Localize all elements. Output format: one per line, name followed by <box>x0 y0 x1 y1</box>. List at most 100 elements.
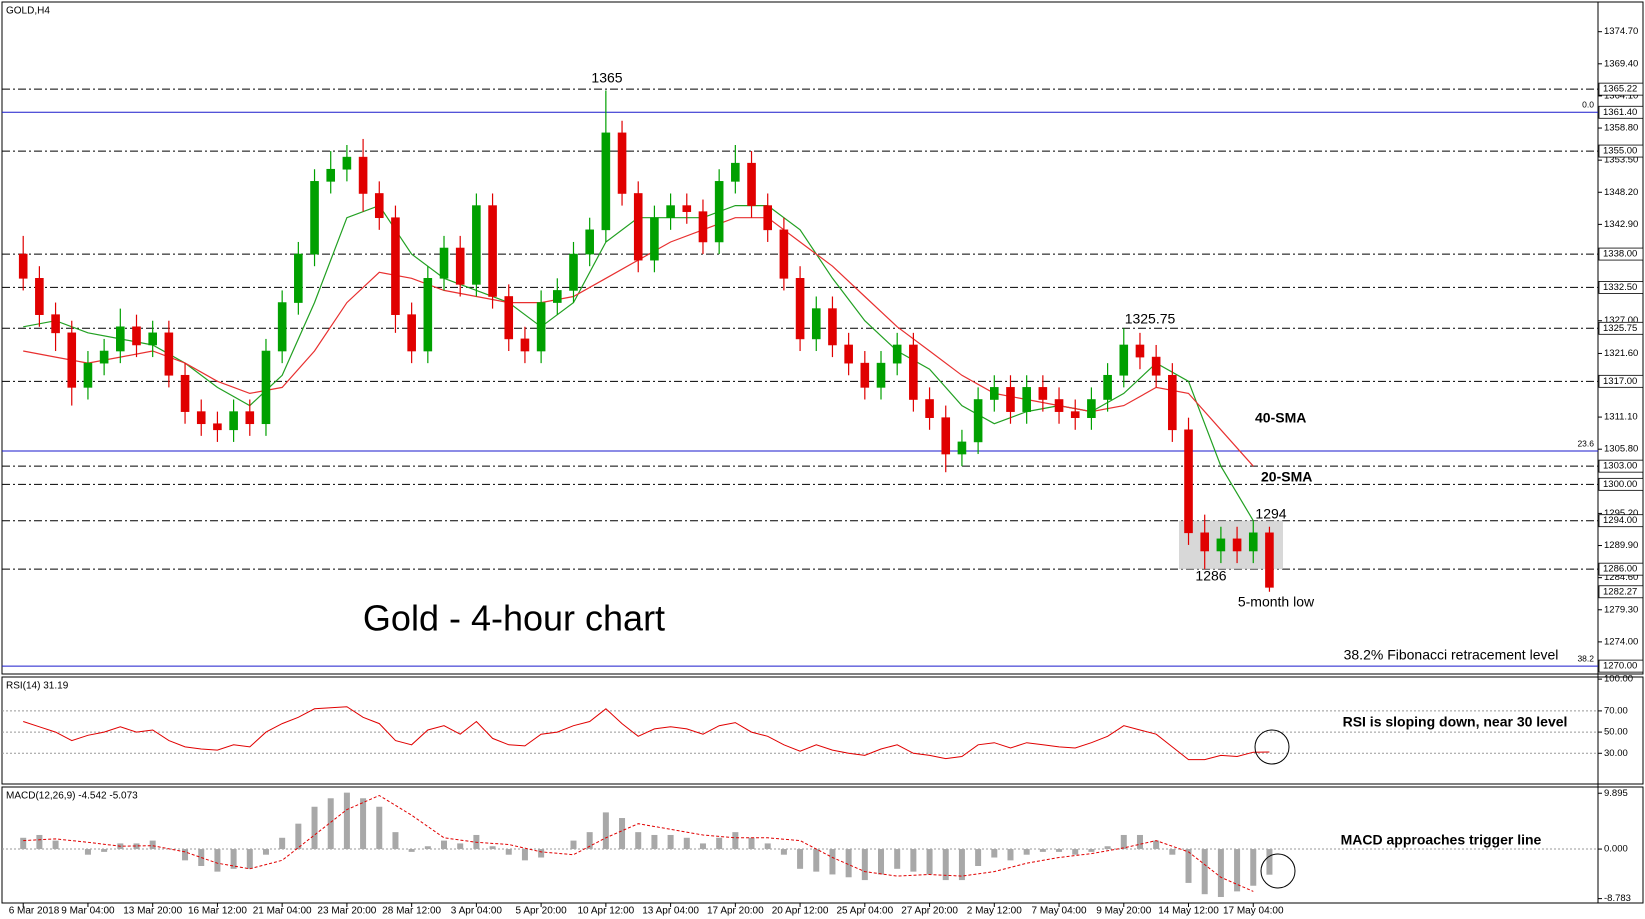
macd-bar <box>1039 849 1046 852</box>
candle-body <box>116 326 125 352</box>
panel-frame <box>1 1 1644 675</box>
candle-body <box>326 168 336 182</box>
candle-body <box>472 205 481 285</box>
candle-body <box>633 193 643 261</box>
candle-body <box>18 253 28 279</box>
y-tick-label: 1274.00 <box>1604 636 1638 647</box>
fib-label: 23.6 <box>1577 438 1594 448</box>
macd-bar <box>764 843 771 850</box>
x-tick-label: 28 Mar 12:00 <box>382 906 441 917</box>
annotation: 5-month low <box>1238 594 1315 610</box>
level-label: 1332.50 <box>1603 282 1637 293</box>
candle-body <box>1022 387 1031 412</box>
panel-frame <box>1 676 1644 785</box>
candle-body <box>439 247 449 279</box>
macd-bar <box>829 849 836 875</box>
y-tick-label: -8.783 <box>1604 893 1631 904</box>
candle-body <box>99 350 109 364</box>
y-tick-label: 1358.80 <box>1604 123 1638 134</box>
macd-bar <box>424 846 431 850</box>
macd-bar <box>1185 849 1192 883</box>
y-tick-label: 1295.20 <box>1604 508 1638 519</box>
candle-body <box>67 332 77 388</box>
macd-bar <box>457 843 464 850</box>
candle-body <box>1087 399 1096 418</box>
macd-bar <box>20 837 27 850</box>
candle-body <box>1119 344 1129 376</box>
macd-bar <box>84 849 91 855</box>
candle-body <box>132 326 141 346</box>
candle-body <box>973 399 983 443</box>
macd-bar <box>230 849 237 869</box>
y-tick-label: 0.000 <box>1604 844 1628 855</box>
y-tick-label: 70.00 <box>1604 705 1628 716</box>
candle-body <box>957 441 967 455</box>
macd-bar <box>683 837 690 850</box>
fib-label: 0.0 <box>1582 100 1594 110</box>
macd-bar <box>942 849 949 881</box>
candle-body <box>196 411 206 425</box>
candle-body <box>601 132 611 231</box>
macd-bar <box>878 849 885 875</box>
macd-bar <box>1234 849 1241 892</box>
candle-body <box>811 308 821 340</box>
annotation: MACD approaches trigger line <box>1341 832 1542 848</box>
x-tick-label: 9 May 20:00 <box>1096 906 1151 917</box>
y-tick-label: 100.00 <box>1604 674 1633 685</box>
candle-body <box>1103 374 1112 400</box>
level-box <box>1598 281 1644 294</box>
candle-body <box>520 338 530 352</box>
macd-bar <box>295 823 302 850</box>
candle-body <box>925 399 934 418</box>
macd-bar <box>602 812 609 850</box>
candle-body <box>909 344 918 400</box>
x-tick-label: 6 Mar 2018 <box>9 906 60 917</box>
macd-bar <box>894 849 901 869</box>
y-tick-label: 1305.80 <box>1604 444 1638 455</box>
macd-bar <box>813 849 820 872</box>
macd-bar <box>797 849 804 869</box>
y-tick-label: 1321.60 <box>1604 348 1638 359</box>
sma-label: 40-SMA <box>1255 410 1306 426</box>
x-tick-label: 25 Apr 04:00 <box>836 906 893 917</box>
macd-bar <box>182 849 189 861</box>
macd-bar <box>699 843 706 850</box>
x-tick-label: 14 May 12:00 <box>1158 906 1219 917</box>
x-tick-label: 27 Apr 20:00 <box>901 906 958 917</box>
candle-body <box>682 205 692 212</box>
macd-bar <box>1201 849 1208 895</box>
macd-bar <box>133 843 140 850</box>
annotation: 1286 <box>1195 568 1226 584</box>
candle-body <box>747 162 756 206</box>
candle-body <box>229 411 238 431</box>
candle-body <box>374 193 384 219</box>
annotation: 1365 <box>591 70 622 86</box>
annotation: Gold - 4-hour chart <box>363 598 665 639</box>
annotation: 38.2% Fibonacci retracement level <box>1344 647 1559 663</box>
y-tick-label: 1342.90 <box>1604 219 1638 230</box>
y-tick-label: 1364.10 <box>1604 90 1638 101</box>
candle-body <box>828 308 837 346</box>
candle-body <box>876 362 886 388</box>
candle-body <box>1070 411 1080 418</box>
annotation: 1294 <box>1255 506 1286 522</box>
macd-bar <box>651 834 658 850</box>
candle-body <box>990 387 999 400</box>
candle-body <box>1038 387 1048 400</box>
macd-bar <box>1120 834 1127 850</box>
candle-body <box>455 247 465 285</box>
macd-bar <box>392 832 399 850</box>
candle-body <box>1200 532 1210 552</box>
candle-body <box>423 278 433 352</box>
macd-bar <box>262 849 269 855</box>
candle-body <box>213 423 222 431</box>
macd-bar <box>521 849 528 861</box>
candle-body <box>844 344 853 364</box>
highlight-circle <box>1254 729 1290 765</box>
level-box <box>1598 477 1644 491</box>
candle-body <box>553 290 562 303</box>
x-tick-label: 17 Apr 20:00 <box>707 906 764 917</box>
level-box <box>1598 247 1644 261</box>
macd-bar <box>732 832 739 850</box>
level-label: 1270.00 <box>1603 661 1637 672</box>
